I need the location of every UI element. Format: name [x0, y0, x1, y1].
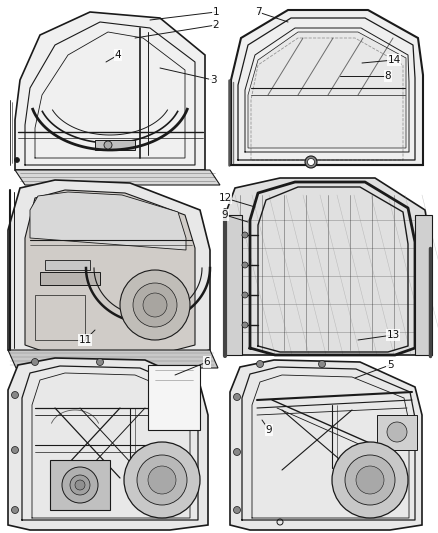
- Circle shape: [104, 141, 112, 149]
- Circle shape: [62, 467, 98, 503]
- Circle shape: [345, 455, 395, 505]
- Polygon shape: [25, 190, 195, 352]
- Text: 13: 13: [386, 330, 399, 340]
- Circle shape: [233, 506, 240, 513]
- Circle shape: [233, 448, 240, 456]
- Text: 12: 12: [219, 193, 232, 203]
- Circle shape: [387, 422, 407, 442]
- Text: 5: 5: [387, 360, 393, 370]
- Polygon shape: [45, 260, 90, 270]
- Polygon shape: [230, 360, 422, 530]
- Polygon shape: [148, 365, 200, 430]
- Polygon shape: [30, 192, 186, 250]
- Polygon shape: [248, 32, 406, 148]
- Circle shape: [120, 270, 190, 340]
- Text: 7: 7: [254, 7, 261, 17]
- Text: 1: 1: [213, 7, 219, 17]
- Text: 3: 3: [210, 75, 216, 85]
- Circle shape: [148, 466, 176, 494]
- Circle shape: [11, 506, 18, 513]
- Circle shape: [305, 156, 317, 168]
- Circle shape: [124, 442, 200, 518]
- Circle shape: [32, 359, 39, 366]
- Circle shape: [137, 455, 187, 505]
- Polygon shape: [15, 170, 220, 185]
- Circle shape: [143, 293, 167, 317]
- Text: 8: 8: [385, 71, 391, 81]
- Text: 6: 6: [204, 357, 210, 367]
- Circle shape: [332, 442, 408, 518]
- Polygon shape: [377, 415, 417, 450]
- Circle shape: [233, 393, 240, 400]
- Circle shape: [14, 157, 20, 163]
- Text: 9: 9: [222, 210, 228, 220]
- Polygon shape: [8, 358, 208, 530]
- Circle shape: [133, 283, 177, 327]
- Polygon shape: [8, 350, 218, 368]
- Text: 11: 11: [78, 335, 92, 345]
- Circle shape: [75, 480, 85, 490]
- Circle shape: [257, 360, 264, 367]
- Polygon shape: [231, 10, 423, 165]
- Circle shape: [242, 292, 248, 298]
- Circle shape: [356, 466, 384, 494]
- Text: 14: 14: [387, 55, 401, 65]
- Polygon shape: [40, 272, 100, 285]
- Text: 9: 9: [266, 425, 272, 435]
- Circle shape: [242, 232, 248, 238]
- Circle shape: [11, 392, 18, 399]
- Polygon shape: [225, 178, 432, 355]
- Polygon shape: [95, 140, 135, 150]
- Circle shape: [307, 158, 314, 166]
- Circle shape: [318, 360, 325, 367]
- Text: 2: 2: [213, 20, 219, 30]
- Circle shape: [242, 262, 248, 268]
- Polygon shape: [15, 12, 205, 170]
- Circle shape: [70, 475, 90, 495]
- Polygon shape: [8, 180, 210, 358]
- Circle shape: [11, 447, 18, 454]
- Text: 4: 4: [115, 50, 121, 60]
- Polygon shape: [415, 215, 432, 355]
- Circle shape: [242, 322, 248, 328]
- Polygon shape: [225, 215, 242, 355]
- Circle shape: [96, 359, 103, 366]
- Polygon shape: [50, 460, 110, 510]
